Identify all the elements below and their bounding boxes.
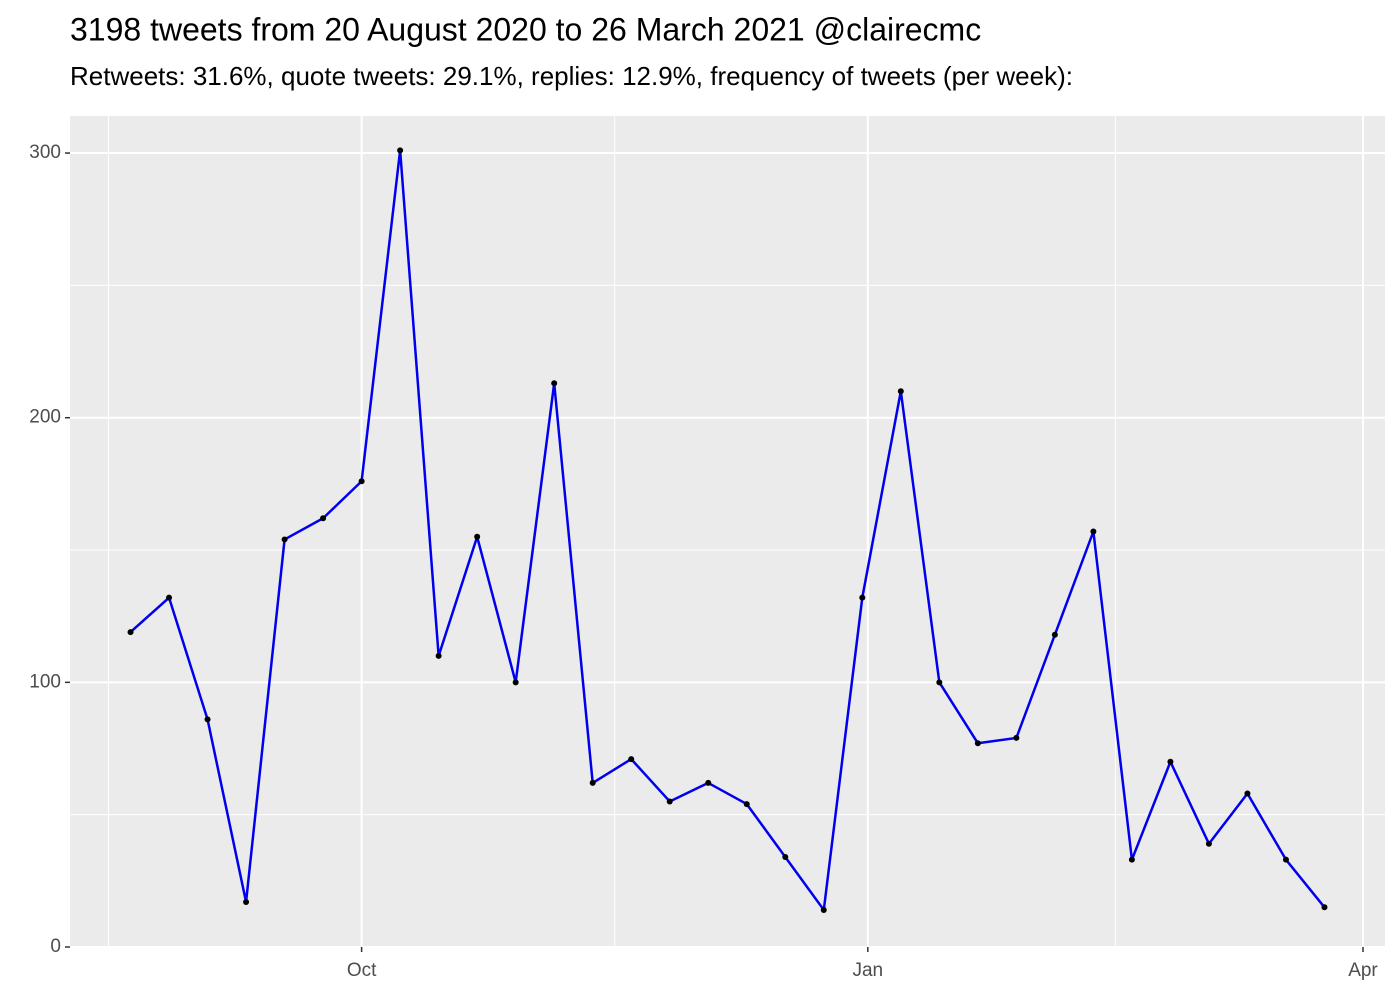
data-point bbox=[551, 380, 558, 387]
plot-panel bbox=[70, 116, 1385, 947]
x-tick-label: Jan bbox=[852, 960, 883, 981]
data-point bbox=[512, 679, 519, 686]
data-point bbox=[974, 740, 981, 747]
x-tick-label: Apr bbox=[1348, 960, 1378, 981]
data-point bbox=[820, 906, 827, 913]
data-point bbox=[936, 679, 943, 686]
chart-subtitle: Retweets: 31.6%, quote tweets: 29.1%, re… bbox=[70, 61, 1073, 91]
data-point bbox=[1013, 734, 1020, 741]
series-line bbox=[129, 149, 1326, 912]
data-point bbox=[589, 779, 596, 786]
data-point bbox=[358, 478, 365, 485]
data-point bbox=[1090, 528, 1097, 535]
y-tick-label: 100 bbox=[29, 671, 61, 692]
data-point bbox=[1205, 840, 1212, 847]
data-point bbox=[204, 716, 211, 723]
data-point bbox=[1051, 631, 1058, 638]
y-tick-label: 200 bbox=[29, 407, 61, 428]
data-point bbox=[474, 533, 481, 540]
data-point bbox=[705, 779, 712, 786]
data-point bbox=[397, 147, 404, 154]
data-point bbox=[859, 594, 866, 601]
data-point bbox=[1282, 856, 1289, 863]
data-point bbox=[666, 798, 673, 805]
data-point bbox=[166, 594, 173, 601]
data-point bbox=[743, 801, 750, 808]
data-point bbox=[1321, 904, 1328, 911]
data-point bbox=[1244, 790, 1251, 797]
data-point bbox=[628, 756, 635, 763]
data-point bbox=[243, 899, 250, 906]
data-point bbox=[1128, 856, 1135, 863]
data-point bbox=[435, 652, 442, 659]
x-tick-label: Oct bbox=[347, 960, 377, 981]
data-point bbox=[1167, 758, 1174, 765]
data-point bbox=[897, 388, 904, 395]
data-point bbox=[281, 536, 288, 543]
y-tick-label: 0 bbox=[50, 936, 61, 957]
chart-title: 3198 tweets from 20 August 2020 to 26 Ma… bbox=[70, 11, 981, 47]
data-point bbox=[320, 515, 327, 522]
y-tick-label: 300 bbox=[29, 142, 61, 163]
data-point bbox=[782, 854, 789, 861]
data-point bbox=[127, 629, 134, 636]
